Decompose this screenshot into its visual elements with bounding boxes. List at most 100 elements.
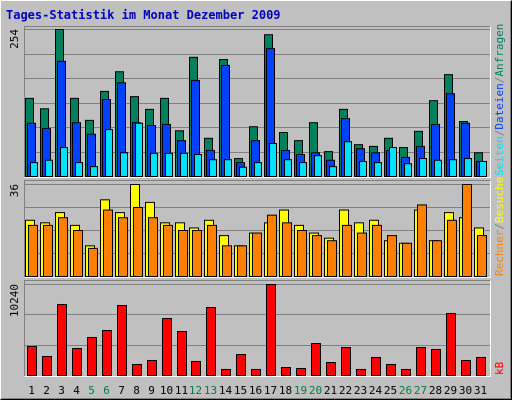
chart-title: Tages-Statistik im Monat Dezember 2009 bbox=[6, 8, 281, 22]
bar bbox=[58, 217, 68, 278]
bar bbox=[312, 235, 322, 278]
bar bbox=[132, 363, 142, 376]
bar bbox=[476, 356, 486, 376]
bar bbox=[479, 160, 487, 178]
bar bbox=[57, 303, 67, 376]
bar bbox=[311, 343, 321, 376]
bar bbox=[239, 166, 247, 178]
x-tick-label: 22 bbox=[339, 384, 352, 397]
bar bbox=[105, 129, 113, 177]
bar bbox=[461, 359, 471, 376]
legend-separator: / bbox=[493, 77, 506, 84]
legend: kB bbox=[493, 361, 506, 375]
legend-entry: kB bbox=[493, 361, 506, 375]
bar bbox=[177, 331, 187, 376]
bar bbox=[147, 359, 157, 376]
bar bbox=[222, 245, 232, 277]
x-tick-label: 1 bbox=[28, 384, 35, 397]
bar bbox=[404, 163, 412, 177]
panel-shade bbox=[24, 180, 491, 278]
bar bbox=[282, 222, 292, 277]
bar bbox=[267, 214, 277, 278]
y-tick-label: 36 bbox=[8, 184, 21, 197]
bar bbox=[117, 304, 127, 376]
bar bbox=[416, 347, 426, 376]
bar bbox=[162, 318, 172, 376]
x-tick-label: 11 bbox=[175, 384, 188, 397]
bar bbox=[446, 312, 456, 376]
bar bbox=[449, 159, 457, 178]
x-tick-label: 4 bbox=[73, 384, 80, 397]
bar bbox=[417, 204, 427, 277]
bar bbox=[118, 217, 128, 278]
panel-light bbox=[24, 280, 491, 377]
x-tick-label: 5 bbox=[88, 384, 95, 397]
x-tick-label: 17 bbox=[264, 384, 277, 397]
bar bbox=[419, 158, 427, 177]
x-tick-label: 21 bbox=[324, 384, 337, 397]
bar bbox=[60, 147, 68, 177]
bar bbox=[266, 284, 276, 376]
bar bbox=[357, 232, 367, 277]
x-tick-label: 30 bbox=[459, 384, 472, 397]
bar bbox=[103, 209, 113, 277]
bar bbox=[431, 348, 441, 376]
y-tick-label: 10240 bbox=[8, 284, 21, 317]
bar bbox=[341, 347, 351, 376]
x-tick-label: 19 bbox=[294, 384, 307, 397]
x-tick-label: 9 bbox=[148, 384, 155, 397]
x-tick-label: 18 bbox=[279, 384, 292, 397]
bar bbox=[254, 162, 262, 177]
bar bbox=[477, 235, 487, 278]
legend-entry: Seiten bbox=[493, 136, 506, 176]
x-tick-label: 15 bbox=[234, 384, 247, 397]
bar bbox=[165, 152, 173, 177]
bar bbox=[73, 230, 83, 277]
bar bbox=[28, 224, 38, 277]
x-tick-label: 26 bbox=[399, 384, 412, 397]
bar bbox=[209, 159, 217, 178]
bar bbox=[237, 245, 247, 277]
bar bbox=[401, 368, 411, 376]
bar bbox=[87, 336, 97, 376]
legend-entry: Anfragen bbox=[493, 24, 506, 77]
legend-entry: Besuche bbox=[493, 177, 506, 223]
bar bbox=[434, 159, 442, 177]
panel-shade bbox=[24, 26, 491, 178]
bar bbox=[387, 235, 397, 278]
bar bbox=[372, 224, 382, 277]
x-tick-label: 8 bbox=[133, 384, 140, 397]
bar bbox=[359, 160, 367, 178]
bar bbox=[344, 141, 352, 177]
legend-separator: / bbox=[493, 130, 506, 137]
legend-separator: / bbox=[493, 223, 506, 230]
x-tick-label: 16 bbox=[249, 384, 262, 397]
x-tick-label: 20 bbox=[309, 384, 322, 397]
x-tick-label: 3 bbox=[58, 384, 65, 397]
bar bbox=[45, 159, 53, 177]
x-tick-label: 13 bbox=[204, 384, 217, 397]
bar bbox=[206, 307, 216, 376]
bar bbox=[386, 363, 396, 376]
bar bbox=[356, 368, 366, 376]
x-tick-label: 24 bbox=[369, 384, 383, 397]
bar bbox=[402, 242, 412, 277]
bar bbox=[194, 154, 202, 177]
bar bbox=[296, 367, 306, 376]
bar bbox=[133, 207, 143, 277]
bar bbox=[327, 240, 337, 278]
x-tick-label: 12 bbox=[189, 384, 202, 397]
bar bbox=[236, 354, 246, 376]
bar bbox=[269, 143, 277, 177]
bar bbox=[150, 152, 158, 177]
panel-light bbox=[24, 26, 491, 178]
panel-light bbox=[24, 180, 491, 278]
legend: Rechner/Besuche bbox=[493, 177, 506, 276]
x-tick-label: 31 bbox=[474, 384, 487, 397]
bar bbox=[148, 217, 158, 278]
x-tick-label: 6 bbox=[103, 384, 110, 397]
bar bbox=[42, 355, 52, 376]
